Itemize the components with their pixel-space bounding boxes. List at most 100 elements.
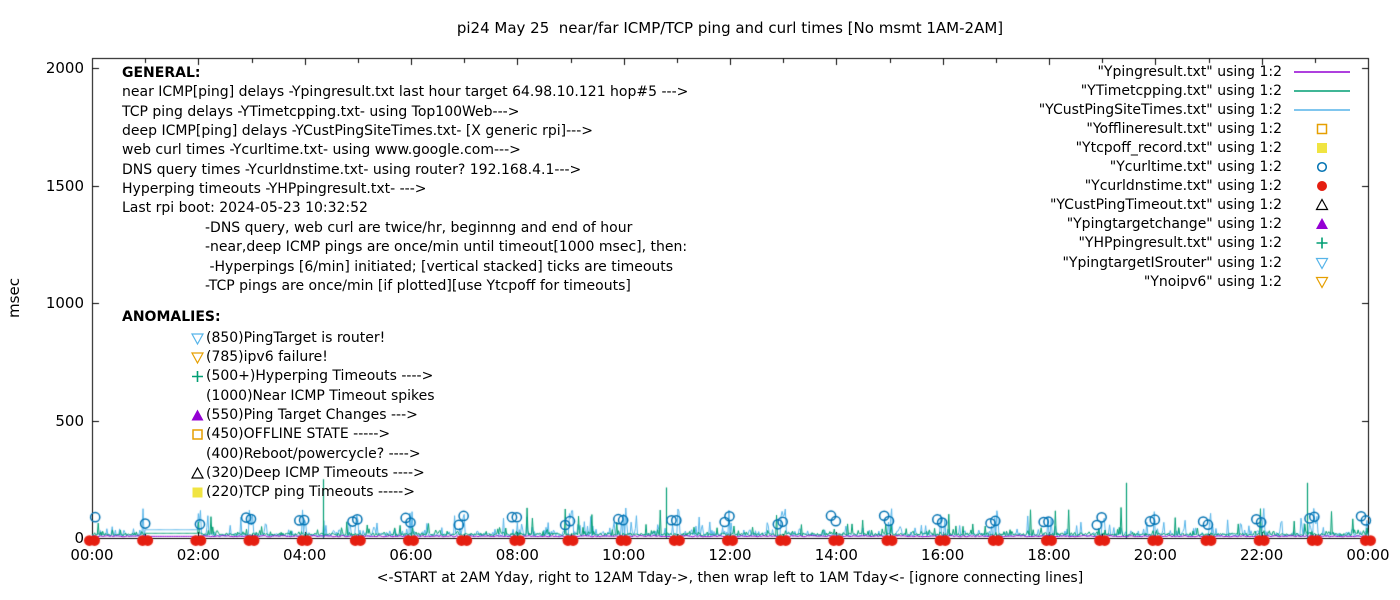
general-indented-line: -near,deep ICMP pings are once/min until…: [205, 239, 688, 256]
anomaly-item: (785)ipv6 failure!: [190, 347, 328, 366]
anomaly-text: (785)ipv6 failure!: [206, 348, 328, 365]
legend-label: "YHPpingresult.txt" using 1:2: [1078, 235, 1282, 252]
legend-item: "Ytcpoff_record.txt" using 1:2: [700, 139, 1356, 158]
anomaly-item: (1000)Near ICMP Timeout spikes: [190, 386, 435, 405]
square-open-icon: [1288, 121, 1356, 137]
general-line: near ICMP[ping] delays -Ypingresult.txt …: [122, 84, 689, 101]
line-sample-icon: [1288, 64, 1356, 80]
y-tick-label: 1500: [45, 176, 84, 195]
legend-item: "Ycurltime.txt" using 1:2: [700, 158, 1356, 177]
legend-item: "YHPpingresult.txt" using 1:2: [700, 234, 1356, 253]
anomaly-text: (550)Ping Target Changes --->: [206, 406, 418, 423]
general-indented-line: -TCP pings are once/min [if plotted][use…: [205, 277, 631, 294]
legend-label: "YCustPingTimeout.txt" using 1:2: [1049, 197, 1282, 214]
x-tick-label: 18:00: [1027, 546, 1071, 564]
anomaly-text: (1000)Near ICMP Timeout spikes: [206, 387, 435, 404]
square-filled-icon: [1288, 140, 1356, 156]
triangle-down-open-icon: [190, 330, 205, 346]
square-open-icon: [190, 426, 205, 442]
x-tick-label: 08:00: [495, 546, 539, 564]
legend-label: "Ynoipv6" using 1:2: [1143, 273, 1282, 290]
general-line: TCP ping delays -YTimetcpping.txt- using…: [122, 103, 520, 120]
legend-label: "Ycurldnstime.txt" using 1:2: [1084, 178, 1282, 195]
general-heading: GENERAL:: [122, 65, 201, 81]
legend-item: "Ypingresult.txt" using 1:2: [700, 63, 1356, 82]
circle-open-icon: [1288, 159, 1356, 175]
x-tick-label: 02:00: [176, 546, 220, 564]
legend-label: "Ycurltime.txt" using 1:2: [1109, 159, 1282, 176]
x-tick-label: 06:00: [389, 546, 433, 564]
y-tick-label: 1000: [45, 294, 84, 312]
anomaly-item: (550)Ping Target Changes --->: [190, 405, 418, 424]
general-line: Last rpi boot: 2024-05-23 10:32:52: [122, 200, 368, 217]
general-line: DNS query times -Ycurldnstime.txt- using…: [122, 161, 582, 178]
x-tick-label: 20:00: [1133, 546, 1177, 564]
line-sample-icon: [1288, 83, 1356, 99]
triangle-up-open-icon: [1288, 197, 1356, 213]
y-tick-label: 500: [55, 411, 84, 430]
anomaly-text: (450)OFFLINE STATE ----->: [206, 426, 391, 443]
plus-icon: [1288, 235, 1356, 251]
x-tick-label: 00:00: [1346, 546, 1390, 564]
anomaly-text: (850)PingTarget is router!: [206, 329, 386, 346]
x-tick-label: 10:00: [602, 546, 646, 564]
legend-item: "YCustPingSiteTimes.txt" using 1:2: [700, 101, 1356, 120]
legend-label: "Ypingtargetchange" using 1:2: [1066, 216, 1282, 233]
chart-title: pi24 May 25 near/far ICMP/TCP ping and c…: [456, 19, 1004, 37]
x-tick-label: 16:00: [921, 546, 965, 564]
x-tick-label: 00:00: [70, 546, 114, 564]
legend-label: "YpingtargetISrouter" using 1:2: [1062, 254, 1282, 271]
general-lines: near ICMP[ping] delays -Ypingresult.txt …: [122, 83, 688, 218]
general-line: Hyperping timeouts -YHPpingresult.txt- -…: [122, 180, 427, 197]
anomaly-text: (220)TCP ping Timeouts ----->: [206, 484, 415, 501]
legend-label: "Ytcpoff_record.txt" using 1:2: [1075, 140, 1282, 157]
legend-item: "YCustPingTimeout.txt" using 1:2: [700, 196, 1356, 215]
anomaly-item: (220)TCP ping Timeouts ----->: [190, 483, 415, 502]
general-indented-line: -DNS query, web curl are twice/hr, begin…: [205, 220, 633, 236]
legend-item: "YpingtargetISrouter" using 1:2: [700, 253, 1356, 272]
x-tick-label: 04:00: [283, 546, 327, 564]
legend-label: "Ypingresult.txt" using 1:2: [1097, 64, 1282, 80]
square-filled-icon: [190, 484, 205, 500]
legend-item: "Ypingtargetchange" using 1:2: [700, 215, 1356, 234]
general-indented-line: -Hyperpings [6/min] initiated; [vertical…: [205, 258, 674, 275]
plus-icon: [190, 368, 205, 384]
anomaly-text: (320)Deep ICMP Timeouts ---->: [206, 464, 425, 481]
legend-label: "YCustPingSiteTimes.txt" using 1:2: [1038, 102, 1282, 119]
legend-item: "Ynoipv6" using 1:2: [700, 272, 1356, 291]
circle-filled-icon: [1288, 178, 1356, 194]
general-annotation-indented: -DNS query, web curl are twice/hr, begin…: [205, 219, 687, 296]
legend-item: "Yofflineresult.txt" using 1:2: [700, 120, 1356, 139]
anomaly-item: (400)Reboot/powercycle? ---->: [190, 444, 421, 463]
legend-label: "Yofflineresult.txt" using 1:2: [1086, 121, 1282, 138]
triangle-down-open-icon: [190, 349, 205, 365]
legend-item: "YTimetcpping.txt" using 1:2: [700, 82, 1356, 101]
anomaly-item: (850)PingTarget is router!: [190, 328, 385, 347]
general-line: deep ICMP[ping] delays -YCustPingSiteTim…: [122, 122, 593, 139]
legend-label: "YTimetcpping.txt" using 1:2: [1080, 83, 1282, 100]
general-annotation: GENERAL: near ICMP[ping] delays -Ypingre…: [122, 64, 688, 219]
triangle-up-filled-icon: [1288, 216, 1356, 232]
y-tick-label: 2000: [45, 59, 84, 77]
x-tick-label: 14:00: [814, 546, 858, 564]
triangle-up-open-icon: [190, 465, 205, 481]
triangle-up-filled-icon: [190, 407, 205, 423]
no-icon: [190, 388, 205, 404]
anomaly-text: (500+)Hyperping Timeouts ---->: [206, 368, 434, 385]
anomaly-text: (400)Reboot/powercycle? ---->: [206, 445, 421, 462]
x-tick-label: 12:00: [708, 546, 752, 564]
no-icon: [190, 446, 205, 462]
anomaly-item: (450)OFFLINE STATE ----->: [190, 425, 390, 444]
line-sample-icon: [1288, 102, 1356, 118]
y-tick-label: 0: [74, 529, 84, 547]
x-axis-label: <-START at 2AM Yday, right to 12AM Tday-…: [376, 570, 1084, 586]
anomaly-item: (500+)Hyperping Timeouts ---->: [190, 367, 433, 386]
triangle-down-open-icon: [1288, 255, 1356, 271]
x-tick-label: 22:00: [1240, 546, 1284, 564]
triangle-down-open-icon: [1288, 274, 1356, 290]
general-line: web curl times -Ycurltime.txt- using www…: [122, 142, 521, 159]
anomalies-heading: ANOMALIES:: [122, 309, 221, 325]
legend-item: "Ycurldnstime.txt" using 1:2: [700, 177, 1356, 196]
